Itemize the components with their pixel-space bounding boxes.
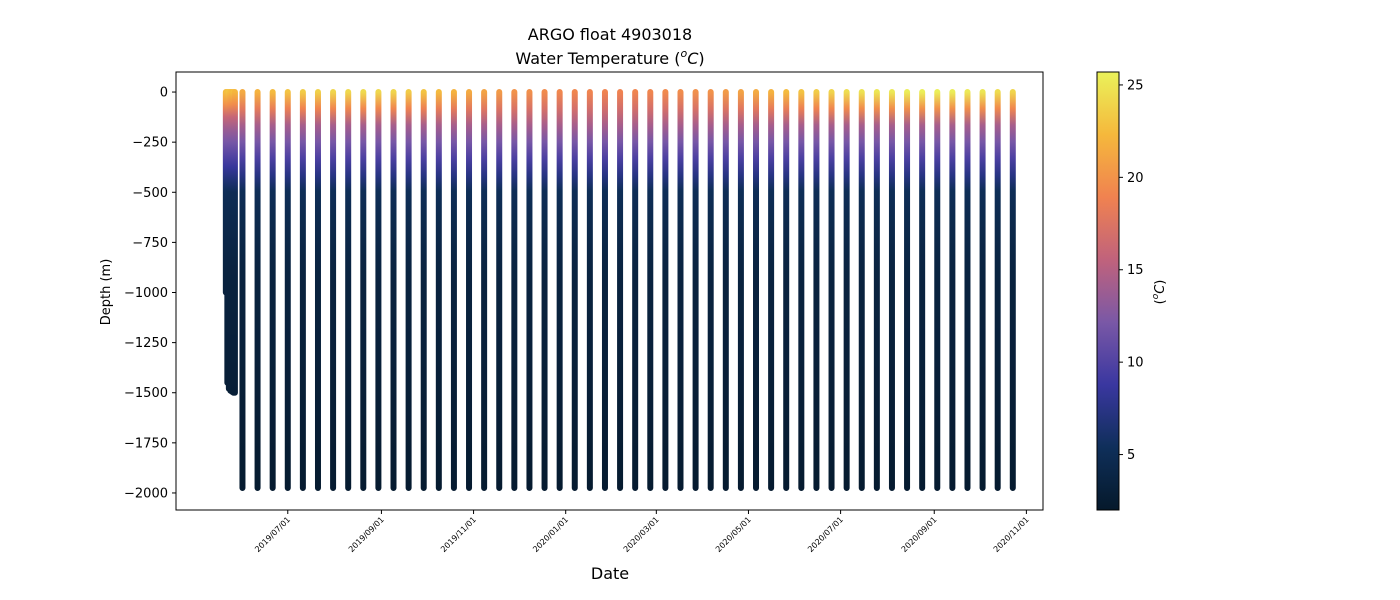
chart-title: ARGO float 4903018: [528, 25, 692, 44]
subtitle-unit-base: C: [687, 49, 699, 68]
y-axis-label: Depth (m): [99, 259, 114, 326]
colorbar-label-prefix: (: [1153, 299, 1168, 304]
x-tick-label-8: 2020/11/01: [992, 515, 1031, 554]
y-tick-label-5: −1250: [124, 336, 168, 351]
colorbar-tick-label-3: 20: [1127, 171, 1144, 186]
colorbar-label: (oC): [1151, 280, 1168, 305]
colorbar-label-sup: o: [1151, 293, 1161, 299]
chart-subtitle: Water Temperature (oC): [515, 47, 704, 68]
profiles-layer: [222, 89, 1016, 491]
colorbar-tick-label-2: 15: [1127, 263, 1144, 278]
colorbar-tick-label-4: 25: [1127, 78, 1144, 93]
y-tick-label-4: −1000: [124, 286, 168, 301]
x-tick-label-7: 2020/09/01: [900, 515, 939, 554]
y-tick-label-0: 0: [160, 86, 168, 101]
x-tick-label-3: 2020/01/01: [531, 515, 570, 554]
colorbar-tick-label-0: 5: [1127, 448, 1135, 463]
x-tick-label-1: 2019/09/01: [347, 515, 386, 554]
subtitle-prefix: Water Temperature (: [515, 49, 680, 68]
plot-frame: [175, 71, 1044, 511]
x-tick-label-5: 2020/05/01: [714, 515, 753, 554]
colorbar-label-base: C: [1153, 284, 1168, 294]
y-tick-label-8: −2000: [124, 486, 168, 501]
x-axis-label: Date: [591, 564, 629, 583]
x-tick-label-0: 2019/07/01: [253, 515, 292, 554]
y-tick-label-2: −500: [132, 186, 168, 201]
x-tick-label-6: 2020/07/01: [806, 515, 845, 554]
y-tick-label-6: −1500: [124, 386, 168, 401]
x-axis: 2019/07/01 2019/09/01 2019/11/01 2020/01/01…: [253, 510, 1031, 554]
x-tick-label-2: 2019/11/01: [439, 515, 478, 554]
y-tick-label-1: −250: [132, 136, 168, 151]
y-axis: 0 −250 −500 −750 −1000 −1250 −1500 −1750 −2000: [124, 86, 176, 501]
y-tick-label-3: −750: [132, 236, 168, 251]
x-tick-label-4: 2020/03/01: [622, 515, 661, 554]
colorbar-label-suffix: ): [1153, 280, 1168, 285]
subtitle-unit-sup: o: [680, 47, 687, 60]
colorbar: [1096, 71, 1120, 511]
colorbar-ticks: 5 10 15 20 25: [1119, 78, 1144, 463]
y-tick-label-7: −1750: [124, 436, 168, 451]
subtitle-suffix: ): [698, 49, 704, 68]
colorbar-tick-label-1: 10: [1127, 356, 1144, 371]
